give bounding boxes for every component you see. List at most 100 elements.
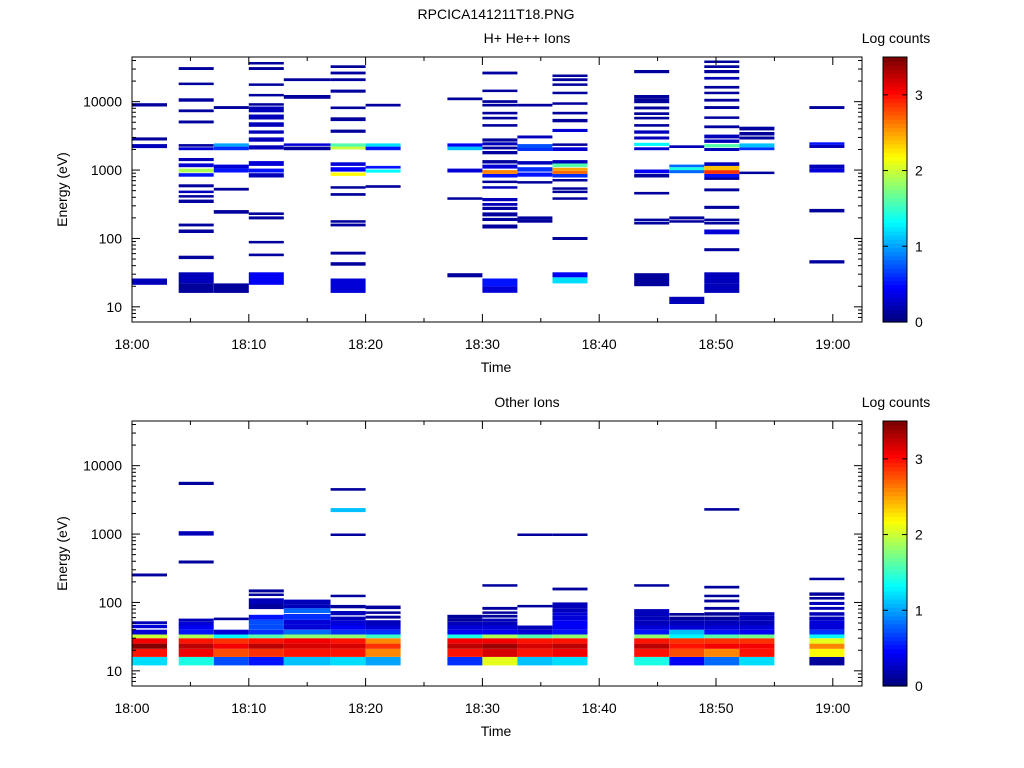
heatmap-cell <box>482 124 518 127</box>
heatmap-cell <box>517 216 553 220</box>
heatmap-cell <box>634 625 670 630</box>
heatmap-cell <box>283 143 331 146</box>
heatmap-cell <box>517 656 553 666</box>
heatmap-cell <box>739 625 775 630</box>
colorbar-tick-label: 3 <box>915 87 923 103</box>
heatmap-cell <box>517 144 553 149</box>
heatmap-cell <box>178 195 214 198</box>
colorbar-step <box>883 214 907 220</box>
heatmap-cell <box>248 137 284 142</box>
colorbar-frame <box>882 56 908 323</box>
heatmap-cell <box>178 643 214 649</box>
heatmap-cell <box>739 620 775 626</box>
heatmap-cell <box>739 136 775 140</box>
colorbar-step <box>883 77 907 83</box>
heatmap-cell <box>704 98 740 102</box>
heatmap-cell <box>447 168 483 173</box>
heatmap-cell <box>704 616 740 621</box>
heatmap-cell <box>248 593 284 596</box>
heatmap-cell <box>669 620 705 626</box>
heatmap-cell <box>634 584 670 587</box>
colorbar-step <box>883 251 907 257</box>
heatmap-cell <box>365 605 401 610</box>
heatmap-cell <box>330 648 366 657</box>
colorbar-step <box>883 139 907 145</box>
heatmap-cell <box>704 625 740 630</box>
heatmap-cell <box>365 103 401 107</box>
colorbar-step <box>883 193 907 199</box>
colorbar-step <box>883 454 907 459</box>
heatmap-cell <box>330 143 366 147</box>
heatmap-cell <box>669 634 705 639</box>
heatmap-cell <box>248 619 284 625</box>
heatmap-cell <box>482 625 518 630</box>
heatmap-cell <box>283 613 331 620</box>
x-tick-label: 18:20 <box>348 336 383 352</box>
colorbar-step <box>883 264 907 269</box>
heatmap-cell <box>283 656 331 666</box>
heatmap-cell <box>517 643 553 649</box>
heatmap-cell <box>517 148 553 151</box>
heatmap-cell <box>248 122 284 127</box>
colorbar-step <box>883 487 907 492</box>
heatmap-cell <box>213 164 249 169</box>
heatmap-cell <box>809 597 845 600</box>
heatmap-cell <box>248 83 284 86</box>
heatmap-cell <box>704 70 740 74</box>
heatmap-cell <box>330 167 366 172</box>
colorbar-step <box>883 677 907 683</box>
colorbar-step <box>883 483 907 488</box>
heatmap-cell <box>283 648 331 657</box>
heatmap-cell <box>517 172 553 177</box>
colorbar-step <box>883 553 907 559</box>
heatmap-cell <box>704 606 740 610</box>
colorbar-tick-label: 1 <box>915 238 923 254</box>
heatmap-cell <box>482 71 518 75</box>
heatmap-cell <box>739 638 775 644</box>
heatmap-cell <box>634 643 670 649</box>
heatmap-cell <box>552 277 588 284</box>
heatmap-cell <box>552 615 588 621</box>
heatmap-cell <box>330 625 366 630</box>
heatmap-cell <box>248 638 284 644</box>
heatmap-cell <box>552 634 588 639</box>
heatmap-cell <box>482 278 518 287</box>
heatmap-cell <box>704 221 740 225</box>
heatmap-cell <box>447 146 483 151</box>
colorbar-step <box>883 172 907 178</box>
heatmap-cell <box>809 208 845 213</box>
heatmap-cell <box>178 638 214 644</box>
heatmap-cell <box>482 611 518 614</box>
panel-title: Other Ions <box>494 394 559 410</box>
heatmap-cell <box>213 617 249 621</box>
heatmap-cell <box>178 168 214 173</box>
colorbar-step <box>883 574 907 579</box>
heatmap-cell <box>330 656 366 666</box>
heatmap-cell <box>178 144 214 147</box>
heatmap-cell <box>704 585 740 589</box>
colorbar-step <box>883 123 907 128</box>
heatmap-cell <box>482 160 518 164</box>
heatmap-cell <box>669 220 705 223</box>
colorbar-gradient <box>883 57 907 323</box>
heatmap-cell <box>704 65 740 68</box>
heatmap-cell <box>330 611 366 616</box>
heatmap-cell <box>132 278 167 285</box>
heatmap-cell <box>178 147 214 151</box>
colorbar-step <box>883 607 907 613</box>
heatmap-cell <box>552 602 588 609</box>
heatmap-cell <box>704 76 740 80</box>
heatmap-cell <box>704 173 740 178</box>
heatmap-cell <box>248 624 284 630</box>
heatmap-cell <box>330 508 366 513</box>
heatmap-cell <box>330 89 366 93</box>
heatmap-cell <box>669 170 705 174</box>
colorbar-step <box>883 437 907 443</box>
heatmap-cell <box>669 613 705 616</box>
heatmap-cell <box>704 170 740 174</box>
colorbar-frame <box>882 420 908 687</box>
heatmap-cell <box>248 67 284 70</box>
heatmap-cell <box>552 163 588 168</box>
heatmap-cell <box>704 283 740 293</box>
colorbar-step <box>883 222 907 228</box>
